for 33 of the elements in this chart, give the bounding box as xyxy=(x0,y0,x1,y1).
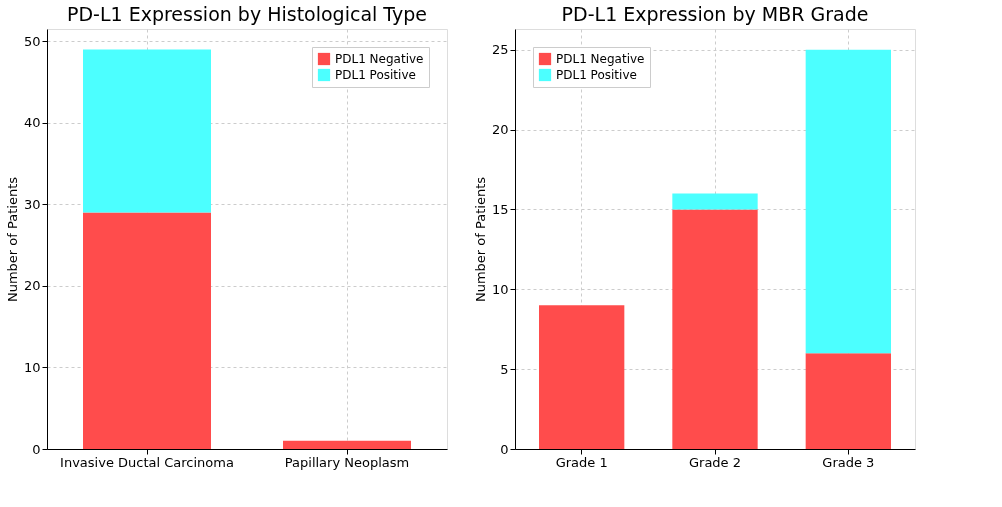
legend-label: PDL1 Positive xyxy=(335,68,416,82)
legend-label: PDL1 Positive xyxy=(556,68,637,82)
y-tick-label: 0 xyxy=(500,441,509,457)
y-tick-label: 25 xyxy=(491,42,509,58)
bar xyxy=(283,440,411,449)
y-tick-label: 20 xyxy=(23,278,41,294)
legend-label: PDL1 Negative xyxy=(556,52,645,66)
y-tick-label: 40 xyxy=(23,115,41,131)
bar xyxy=(805,353,891,449)
bar xyxy=(83,212,211,449)
y-axis-title: Number of Patients xyxy=(472,176,488,303)
y-tick-label: 10 xyxy=(23,359,41,375)
bar xyxy=(805,49,891,354)
x-tick-label: Papillary Neoplasm xyxy=(284,454,410,470)
y-tick-label: 20 xyxy=(491,122,509,138)
bar xyxy=(672,193,758,210)
y-tick-label: 50 xyxy=(23,33,41,49)
bar xyxy=(539,305,625,449)
y-tick-label: 10 xyxy=(491,281,509,297)
x-tick-label: Grade 3 xyxy=(822,454,875,470)
x-tick-label: Grade 1 xyxy=(555,454,608,470)
y-axis-title: Number of Patients xyxy=(4,176,20,303)
chart-title: PD-L1 Expression by Histological Type xyxy=(66,3,428,25)
y-tick-label: 0 xyxy=(32,441,41,457)
chart-title: PD-L1 Expression by MBR Grade xyxy=(561,3,869,25)
bar xyxy=(672,209,758,449)
x-tick-label: Invasive Ductal Carcinoma xyxy=(60,454,234,470)
x-tick-label: Grade 2 xyxy=(688,454,742,470)
legend-label: PDL1 Negative xyxy=(335,52,424,66)
y-tick-label: 30 xyxy=(23,196,41,212)
bar xyxy=(83,49,211,213)
y-tick-label: 5 xyxy=(500,361,509,377)
y-tick-label: 15 xyxy=(491,201,509,217)
